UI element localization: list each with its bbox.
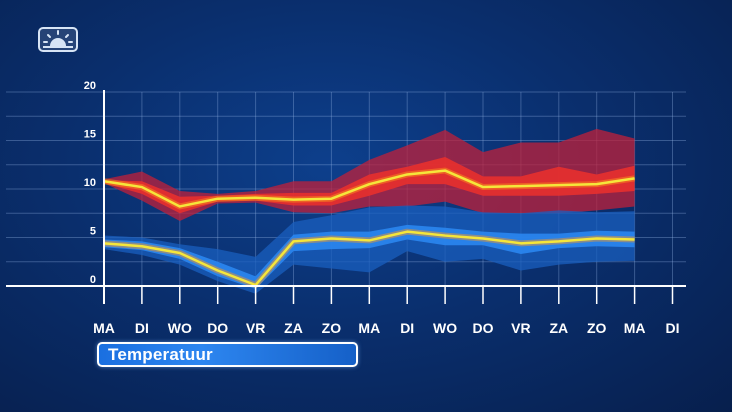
weather-sun-icon xyxy=(43,30,73,48)
x-tick-label: ZA xyxy=(549,320,568,336)
x-tick-label: ZA xyxy=(284,320,303,336)
y-tick-label: 0 xyxy=(90,274,96,286)
x-tick-label: MA xyxy=(358,320,380,336)
x-tick-label: VR xyxy=(511,320,530,336)
weather-logo xyxy=(38,27,78,52)
y-tick-label: 15 xyxy=(84,129,96,141)
y-tick-labels: 0 5 10 15 20 xyxy=(84,80,96,286)
y-tick-label: 10 xyxy=(84,177,96,189)
x-tick-label: VR xyxy=(246,320,265,336)
x-tick-label: DI xyxy=(400,320,414,336)
x-tick-label: WO xyxy=(433,320,457,336)
y-tick-label: 5 xyxy=(90,226,96,238)
x-tick-label: ZO xyxy=(587,320,607,336)
x-tick-label: ZO xyxy=(322,320,342,336)
caption-label: Temperatuur xyxy=(108,345,213,364)
x-tick-label: DI xyxy=(135,320,149,336)
x-tick-label: DO xyxy=(473,320,494,336)
chart-median-lines xyxy=(103,167,636,289)
x-tick-labels: MA DI WO DO VR ZA ZO MA DI WO DO VR ZA ZO MA DI xyxy=(93,320,679,336)
y-tick-label: 20 xyxy=(84,80,96,92)
x-tick-label: DI xyxy=(666,320,680,336)
x-tick-label: MA xyxy=(93,320,115,336)
x-tick-label: WO xyxy=(168,320,192,336)
caption-box: Temperatuur xyxy=(97,342,358,367)
x-tick-label: DO xyxy=(207,320,228,336)
x-tick-label: MA xyxy=(624,320,646,336)
chart-axes xyxy=(6,90,686,304)
